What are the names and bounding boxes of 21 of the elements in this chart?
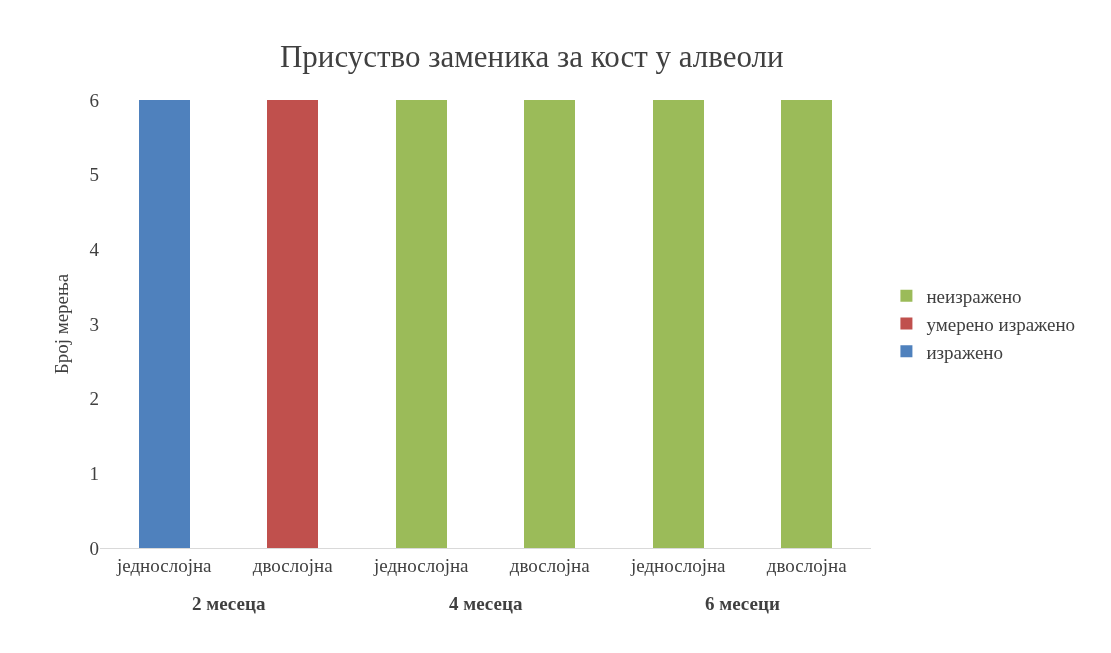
x-tick-label: двослојна <box>252 554 334 576</box>
x-tick-label: једнослојна <box>629 554 727 576</box>
y-tick-label: 0 <box>89 537 99 559</box>
y-axis-title: Број мерења <box>51 273 73 375</box>
y-tick-label: 6 <box>89 89 99 111</box>
chart-title: Присуство заменика за кост у алвеоли <box>279 39 784 75</box>
text: 6 месеци <box>705 593 780 614</box>
legend-label: неизражено <box>926 286 1022 308</box>
y-tick-label: 3 <box>89 313 99 335</box>
y-tick-label: 5 <box>89 164 99 186</box>
text: 4 месеца <box>449 593 523 614</box>
y-tick-label: 1 <box>89 462 99 484</box>
x-tick-label: двослојна <box>509 554 591 576</box>
legend-label: умерено изражено <box>926 313 1076 335</box>
y-tick-label: 4 <box>89 238 100 260</box>
legend-label: изражено <box>926 341 1004 363</box>
text: 2 месеца <box>192 593 266 614</box>
x-tick-label: једнослојна <box>372 554 470 576</box>
y-tick-label: 2 <box>89 388 99 410</box>
x-tick-label: двослојна <box>766 554 848 576</box>
x-tick-label: једнослојна <box>115 554 213 576</box>
